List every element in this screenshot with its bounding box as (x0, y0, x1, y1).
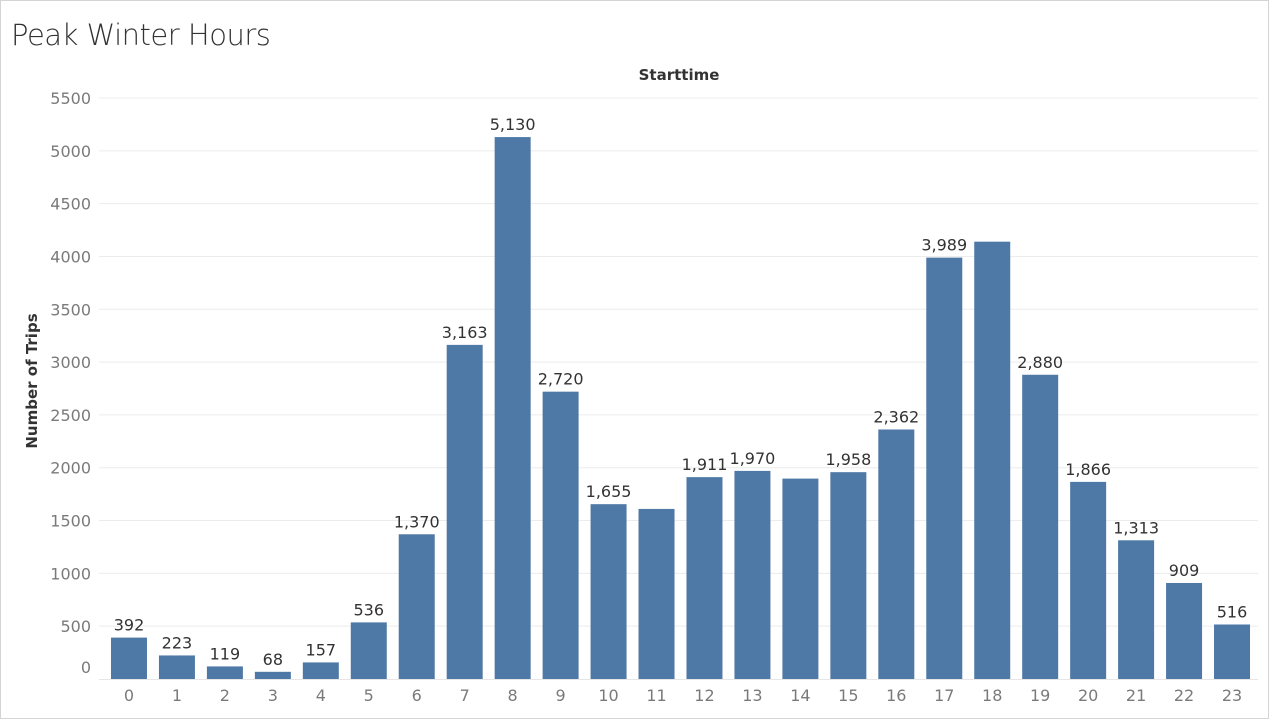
column-header: Starttime (0, 66, 1269, 86)
data-label: 1,313 (1113, 518, 1159, 537)
bar (878, 429, 915, 679)
data-label: 5,130 (490, 115, 536, 134)
y-tick-label: 4000 (50, 247, 91, 266)
data-label: 157 (306, 640, 337, 659)
x-tick-label: 11 (646, 686, 666, 705)
bar (926, 257, 963, 679)
bar (1118, 540, 1155, 679)
data-label: 536 (353, 600, 384, 619)
data-label: 119 (210, 644, 241, 663)
bar (398, 534, 435, 679)
x-tick-label: 22 (1174, 686, 1194, 705)
data-label: 1,655 (586, 482, 632, 501)
bar (494, 137, 531, 679)
data-label: 2,362 (873, 407, 919, 426)
data-label: 3,163 (442, 323, 488, 342)
x-tick-label: 23 (1222, 686, 1242, 705)
data-label: 1,970 (730, 449, 776, 468)
y-tick-label: 3500 (50, 300, 91, 319)
bar (206, 666, 243, 679)
bar (830, 472, 867, 679)
bar (1214, 624, 1251, 679)
data-label: 68 (263, 650, 283, 669)
y-tick-label: 1000 (50, 564, 91, 583)
x-tick-label: 19 (1030, 686, 1050, 705)
data-label: 1,370 (394, 512, 440, 531)
y-tick-label: 5000 (50, 142, 91, 161)
x-tick-label: 15 (838, 686, 858, 705)
x-tick-label: 5 (364, 686, 374, 705)
bar (638, 508, 675, 679)
bar (1166, 582, 1203, 679)
y-tick-label: 0 (81, 658, 91, 677)
column-header-label: Starttime (638, 66, 720, 84)
bar (734, 470, 771, 679)
x-tick-label: 17 (934, 686, 954, 705)
chart-title: Peak Winter Hours (11, 18, 271, 52)
x-tick-label: 13 (742, 686, 762, 705)
bar (110, 637, 147, 679)
x-tick-label: 16 (886, 686, 906, 705)
data-label: 1,911 (682, 455, 728, 474)
x-tick-label: 20 (1078, 686, 1098, 705)
bar (1022, 374, 1059, 679)
data-label: 392 (114, 616, 145, 635)
data-label: 1,958 (825, 450, 871, 469)
data-label: 2,880 (1017, 353, 1063, 372)
x-tick-label: 3 (268, 686, 278, 705)
bar (254, 671, 291, 679)
y-tick-label: 500 (60, 617, 91, 636)
x-tick-label: 12 (694, 686, 714, 705)
x-tick-label: 4 (316, 686, 326, 705)
x-tick-label: 14 (790, 686, 810, 705)
bar (158, 655, 195, 679)
y-tick-label: 4500 (50, 195, 91, 214)
x-tick-label: 7 (460, 686, 470, 705)
bar (590, 504, 627, 679)
bar (446, 344, 483, 679)
y-tick-label: 2000 (50, 459, 91, 478)
bar (542, 391, 579, 679)
bar (1070, 481, 1107, 679)
bar (350, 622, 387, 679)
bar (782, 478, 819, 679)
x-tick-label: 10 (598, 686, 618, 705)
x-tick-label: 18 (982, 686, 1002, 705)
x-tick-label: 2 (220, 686, 230, 705)
bar (974, 241, 1011, 679)
x-tick-label: 6 (412, 686, 422, 705)
data-label: 909 (1169, 561, 1200, 580)
y-tick-label: 1500 (50, 512, 91, 531)
x-tick-label: 1 (172, 686, 182, 705)
bar (302, 662, 339, 679)
data-label: 516 (1217, 602, 1248, 621)
data-label: 2,720 (538, 370, 584, 389)
x-tick-label: 21 (1126, 686, 1146, 705)
x-tick-label: 8 (508, 686, 518, 705)
bar (686, 477, 723, 679)
data-label: 223 (162, 633, 193, 652)
data-label: 3,989 (921, 236, 967, 255)
y-tick-label: 3000 (50, 353, 91, 372)
y-tick-label: 2500 (50, 406, 91, 425)
x-tick-label: 0 (124, 686, 134, 705)
x-tick-label: 9 (556, 686, 566, 705)
data-label: 1,866 (1065, 460, 1111, 479)
y-tick-label: 5500 (50, 89, 91, 108)
